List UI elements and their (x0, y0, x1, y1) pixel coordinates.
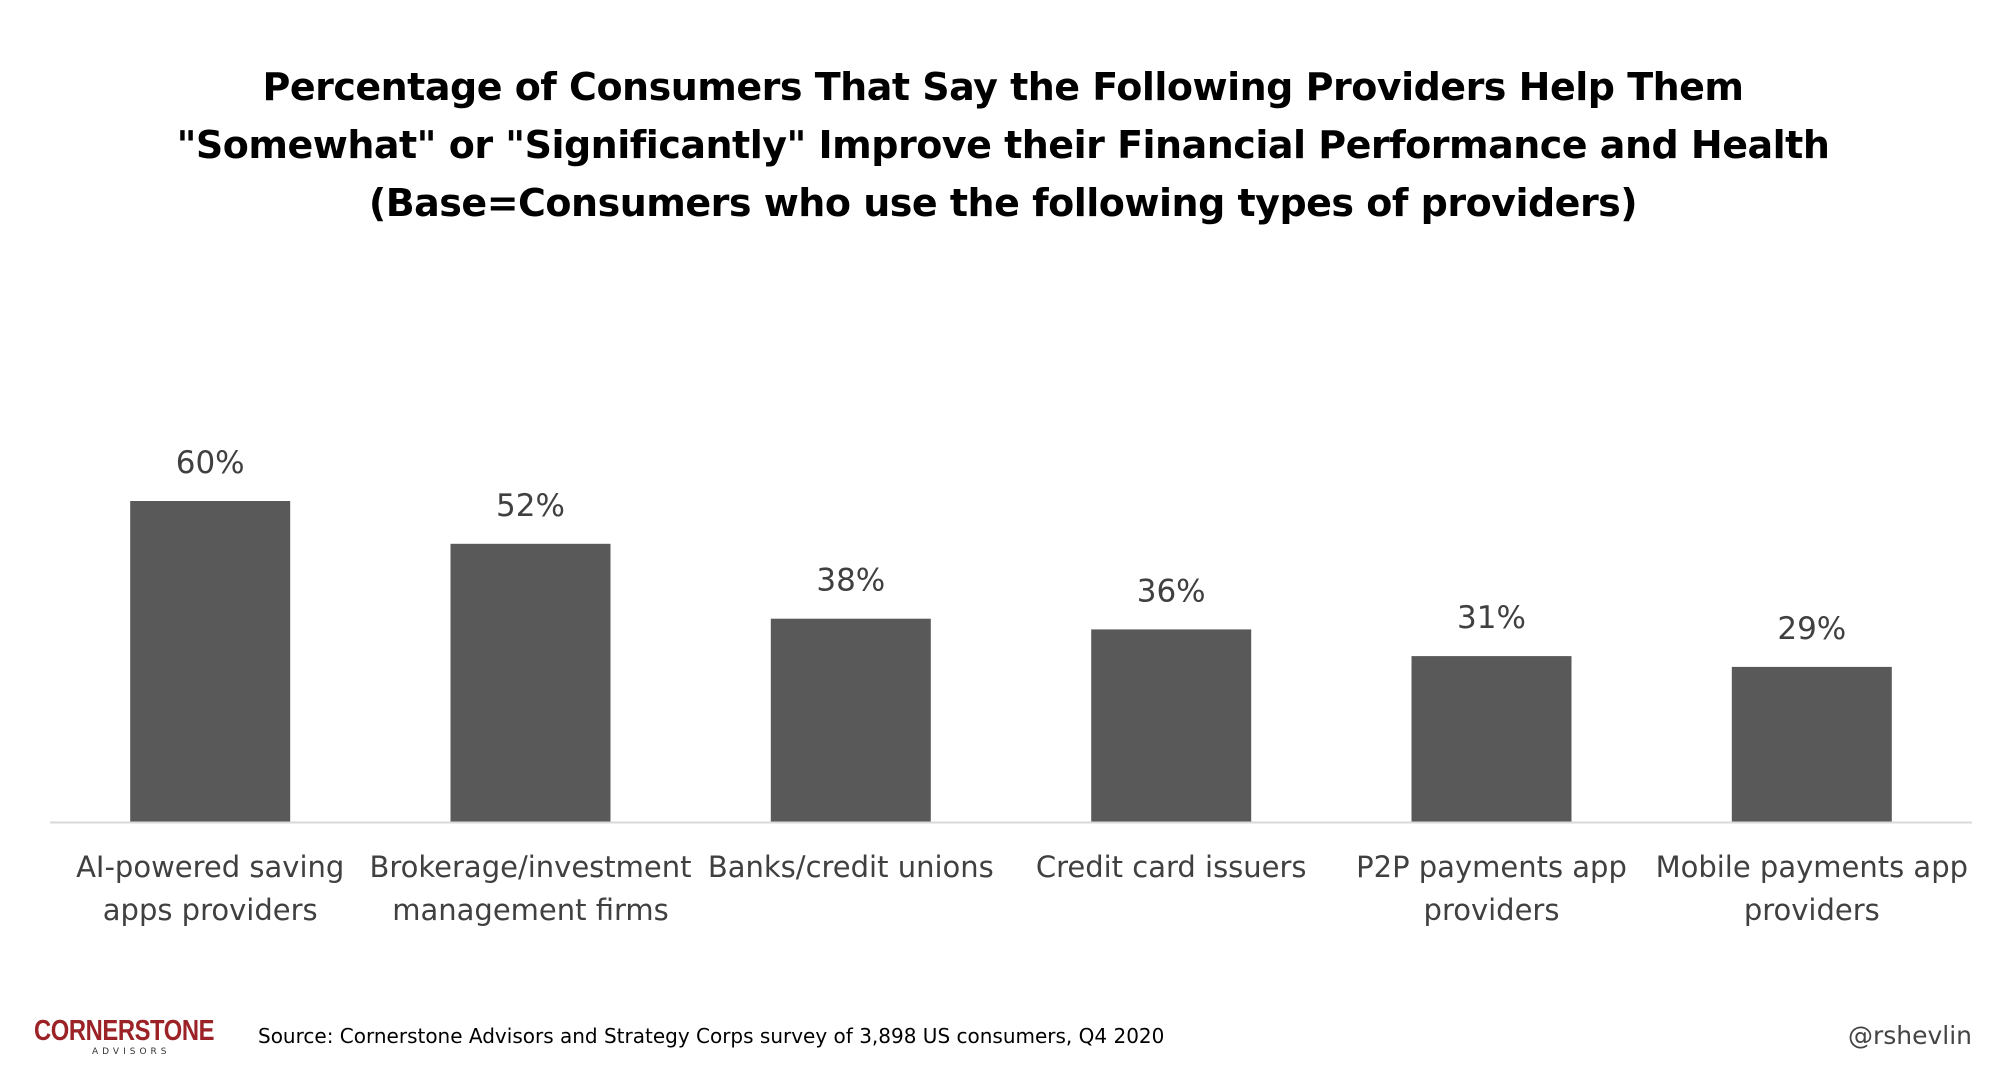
bar-chart: 60% AI-powered saving apps providers 52% Bro… (50, 445, 1972, 927)
chart-title: Percentage of Consumers That Say the Fol… (0, 58, 2006, 232)
cornerstone-logo: CORNERSTONE ADVISORS (34, 1016, 214, 1060)
data-label-2: 38% (816, 563, 885, 599)
bar-2 (770, 618, 931, 822)
data-label-5: 29% (1777, 611, 1846, 647)
category-label-1-0: Brokerage/investment (369, 850, 691, 884)
data-label-0: 60% (176, 445, 245, 481)
chart-title-line-1: Percentage of Consumers That Say the Fol… (262, 65, 1744, 109)
category-label-0-1: apps providers (103, 893, 318, 927)
data-label-4: 31% (1457, 600, 1526, 636)
bar-4 (1411, 656, 1572, 822)
category-label-5-1: providers (1744, 893, 1880, 927)
data-label-3: 36% (1137, 573, 1206, 609)
bar-3 (1091, 629, 1252, 822)
chart-title-line-3: (Base=Consumers who use the following ty… (368, 181, 1638, 225)
category-label-2-0: Banks/credit unions (708, 850, 994, 884)
bar-5 (1731, 666, 1892, 822)
category-label-4-0: P2P payments app (1356, 850, 1627, 884)
chart-title-line-2: "Somewhat" or "Significantly" Improve th… (176, 123, 1830, 167)
bar-0 (130, 501, 291, 822)
category-label-5-0: Mobile payments app (1656, 850, 1968, 884)
logo-wordmark: CORNERSTONE (34, 1015, 215, 1047)
source-note: Source: Cornerstone Advisors and Strateg… (258, 1024, 1165, 1048)
data-label-1: 52% (496, 488, 565, 524)
category-label-0-0: AI-powered saving (76, 850, 344, 884)
bar-1 (450, 543, 611, 822)
twitter-handle: @rshevlin (1847, 1021, 1972, 1050)
logo-subtitle: ADVISORS (92, 1047, 171, 1057)
category-label-3-0: Credit card issuers (1036, 850, 1307, 884)
category-label-1-1: management firms (392, 893, 669, 927)
category-label-4-1: providers (1424, 893, 1560, 927)
